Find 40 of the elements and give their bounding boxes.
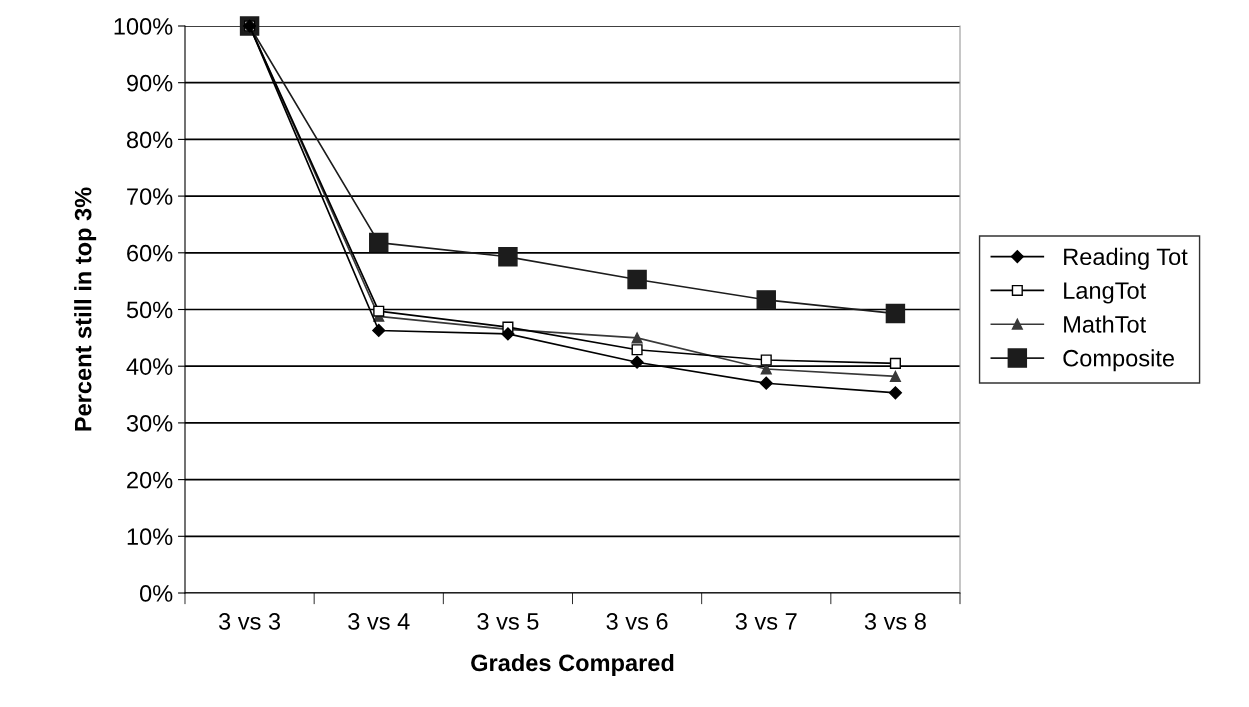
y-tick-label: 40% bbox=[126, 358, 173, 375]
y-tick-label: 90% bbox=[127, 74, 173, 92]
point bbox=[885, 303, 906, 324]
y-tick-label: 50% bbox=[126, 301, 173, 319]
point bbox=[759, 376, 773, 390]
y-axis-title: Percent still in top 3% bbox=[74, 187, 97, 431]
x-axis-title: Grades Compared bbox=[471, 653, 674, 676]
x-tick-label: 3 vs 5 bbox=[477, 613, 539, 630]
legend-label: MathTot bbox=[1064, 315, 1146, 333]
point bbox=[369, 232, 389, 253]
y-tick-label: 30% bbox=[126, 414, 173, 432]
y-tick-label: 80% bbox=[126, 131, 173, 149]
legend-label: Reading Tot bbox=[1064, 247, 1188, 270]
point bbox=[501, 327, 515, 341]
point bbox=[760, 354, 772, 366]
y-tick-label: 60% bbox=[127, 244, 173, 262]
point bbox=[372, 323, 386, 338]
x-tick-label: 3 vs 6 bbox=[606, 613, 668, 630]
point bbox=[498, 247, 518, 267]
y-tick-label: 70% bbox=[127, 188, 173, 205]
point bbox=[756, 290, 776, 310]
x-tick-label: 3 vs 7 bbox=[735, 613, 797, 630]
point bbox=[631, 344, 643, 356]
point bbox=[889, 370, 901, 382]
x-tick-label: 3 vs 4 bbox=[348, 613, 410, 630]
point bbox=[630, 355, 644, 369]
y-tick-label: 10% bbox=[127, 528, 173, 546]
y-tick-label: 20% bbox=[127, 471, 173, 489]
x-tick-label: 3 vs 3 bbox=[218, 613, 281, 630]
x-tick-label: 3 vs 8 bbox=[864, 613, 926, 630]
point bbox=[373, 305, 385, 317]
legend-label: LangTot bbox=[1064, 282, 1147, 304]
point bbox=[889, 357, 901, 369]
point bbox=[760, 363, 772, 375]
legend-label: Composite bbox=[1063, 349, 1174, 372]
point bbox=[888, 386, 903, 400]
y-tick-label: 0% bbox=[139, 585, 173, 602]
y-tick-label: 100% bbox=[114, 18, 173, 35]
point bbox=[627, 269, 647, 290]
point bbox=[631, 332, 643, 344]
